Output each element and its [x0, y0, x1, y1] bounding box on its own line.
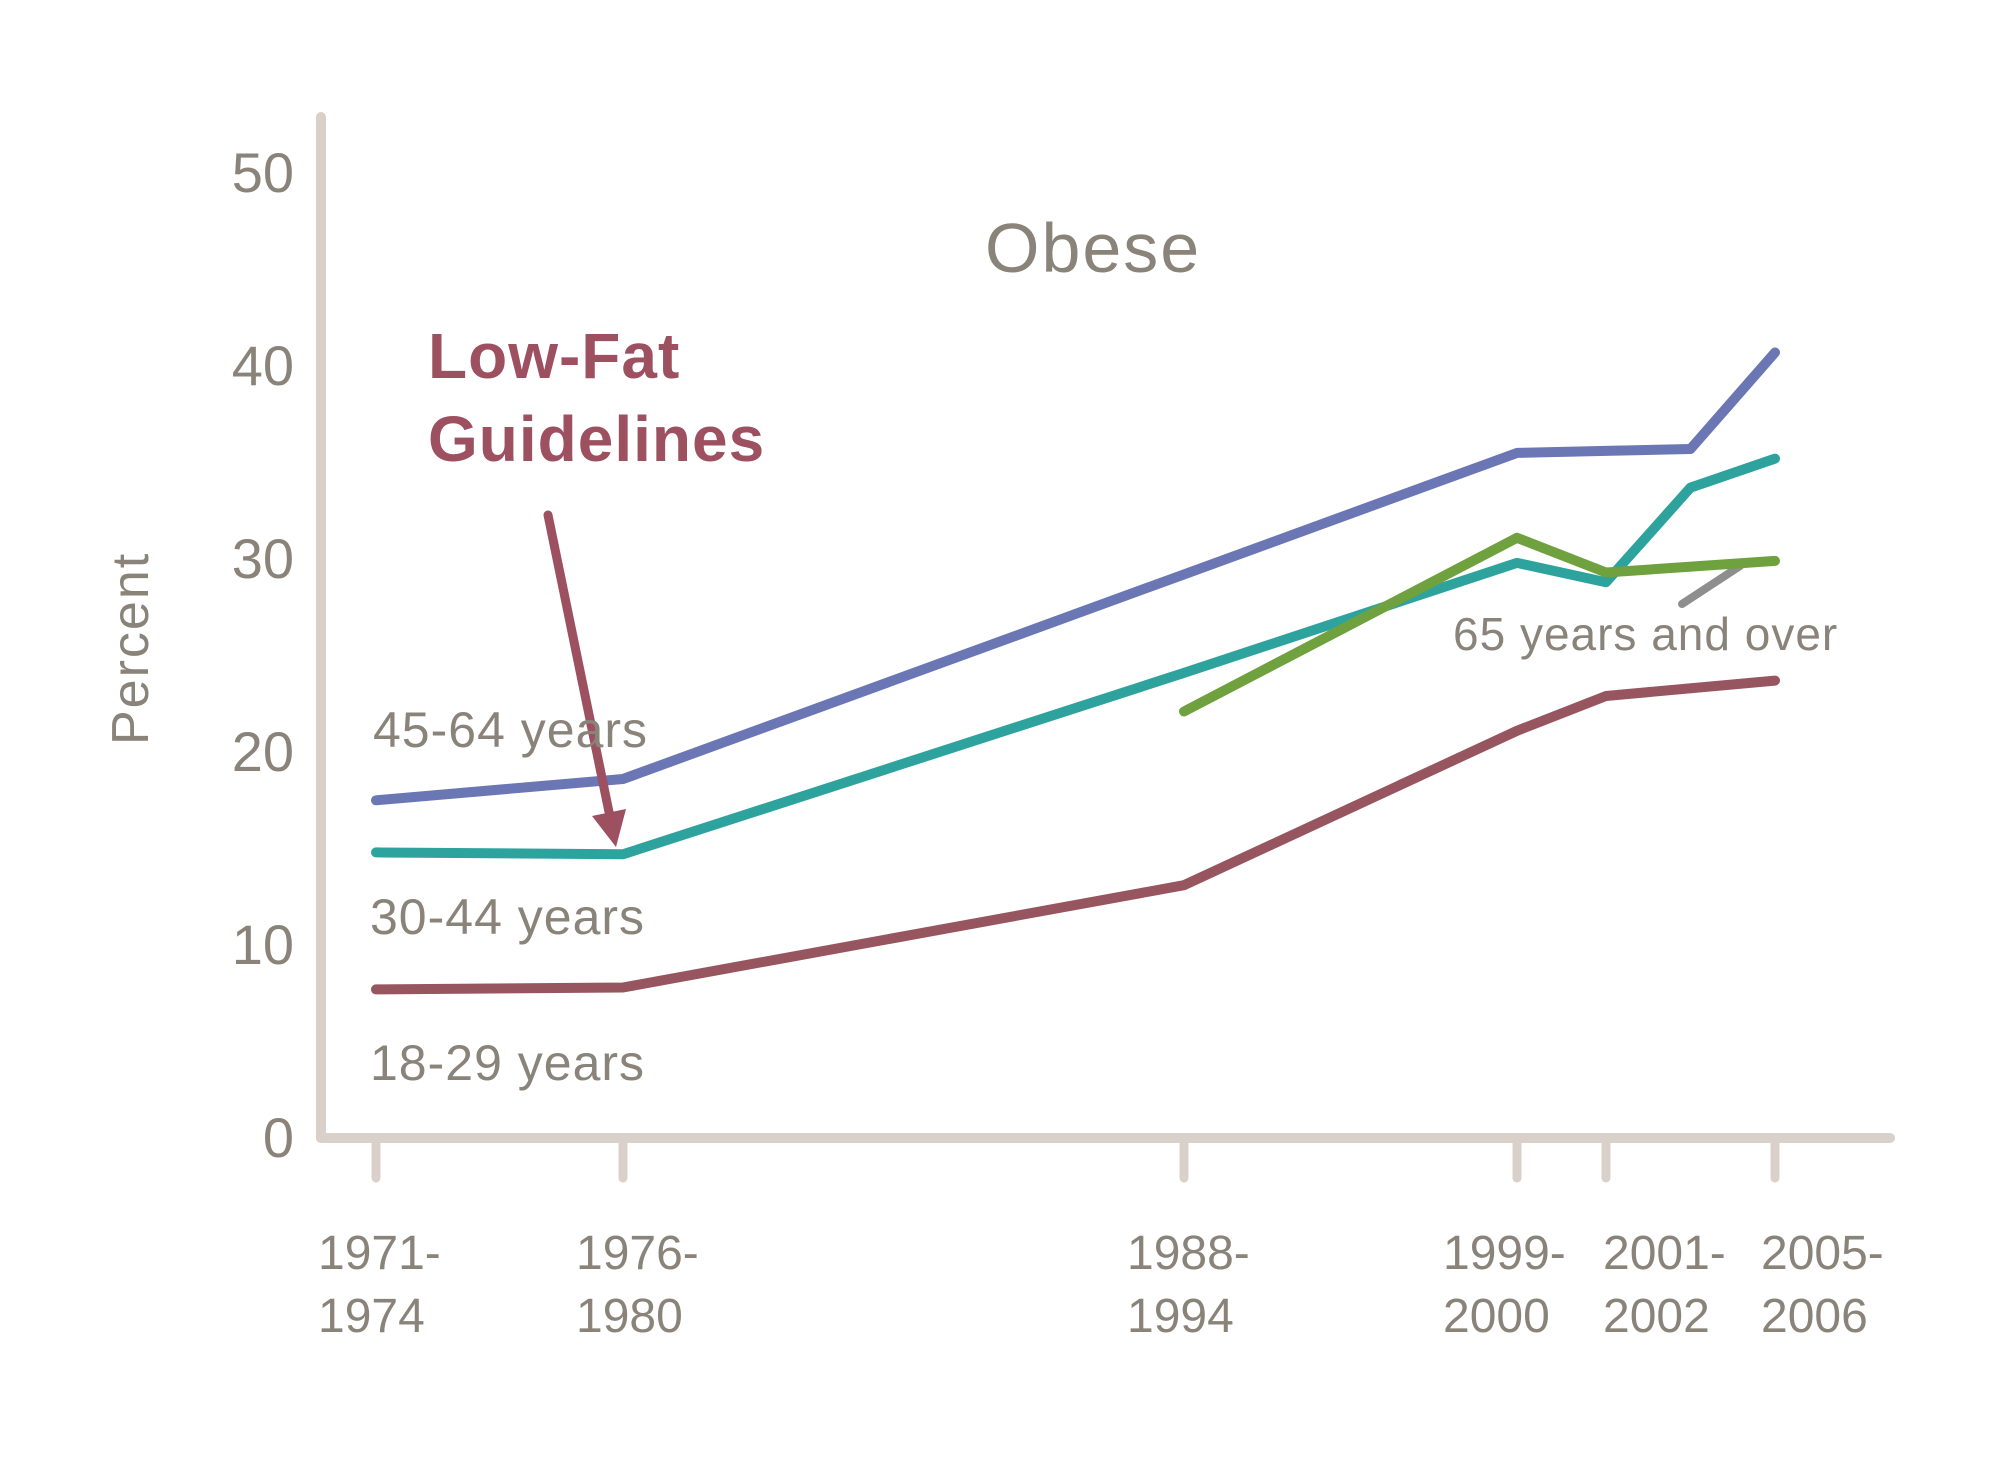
axes: [316, 112, 1895, 1143]
series-label-30-44: 30-44 years: [370, 889, 645, 945]
low-fat-label-line1: Low-Fat: [428, 320, 680, 392]
x-tick-label-0-line2: 1974: [318, 1290, 425, 1343]
arrow-shaft: [543, 510, 614, 817]
y-tick-label-50: 50: [232, 141, 294, 204]
series-line-65-years-and-over: [1179, 532, 1780, 717]
x-tick-label-1-line2: 1980: [576, 1290, 683, 1343]
series-label-65-over: 65 years and over: [1453, 608, 1838, 660]
y-tick-label-0: 0: [263, 1106, 294, 1169]
x-tick-label-2-line1: 1988-: [1127, 1227, 1250, 1280]
sixty-five-pointer-line: [1678, 562, 1744, 608]
y-tick-label-20: 20: [232, 720, 294, 783]
y-tick-label-10: 10: [232, 913, 294, 976]
x-tick-label-2-line2: 1994: [1127, 1290, 1234, 1343]
low-fat-label-line2: Guidelines: [428, 403, 765, 475]
x-tick-label-1-line1: 1976-: [576, 1227, 699, 1280]
x-axis-tick-labels: 1971- 1974 1976- 1980 1988- 1994 1999- 2000 2001…: [318, 1227, 1884, 1343]
y-axis-tick-labels: 0 10 20 30 40 50: [232, 141, 294, 1169]
x-tick-label-3-line2: 2000: [1443, 1290, 1550, 1343]
x-tick-label-5-line1: 2005-: [1761, 1227, 1884, 1280]
y-axis-title: Percent: [102, 552, 160, 745]
series-line-30-44-years: [371, 453, 1780, 860]
y-tick-label-40: 40: [232, 334, 294, 397]
series-label-18-29: 18-29 years: [370, 1035, 645, 1091]
chart-title: Obese: [985, 209, 1201, 287]
low-fat-guidelines-arrow-icon: [543, 510, 626, 847]
x-tick-label-3-line1: 1999-: [1443, 1227, 1566, 1280]
x-axis-ticks: [371, 1136, 1780, 1183]
series-line-45-64-years: [371, 347, 1780, 806]
chart-text-labels: Obese Percent 45-64 years 30-44 years 18…: [102, 209, 1838, 1091]
series-lines: [371, 347, 1780, 995]
y-tick-label-30: 30: [232, 527, 294, 590]
x-tick-label-4-line2: 2002: [1603, 1290, 1710, 1343]
series-label-45-64: 45-64 years: [373, 702, 648, 758]
series-line-18-29-years: [371, 675, 1780, 995]
x-tick-label-4-line1: 2001-: [1603, 1227, 1726, 1280]
arrow-head: [592, 809, 626, 847]
x-tick-label-5-line2: 2006: [1761, 1290, 1868, 1343]
x-tick-label-0-line1: 1971-: [318, 1227, 441, 1280]
